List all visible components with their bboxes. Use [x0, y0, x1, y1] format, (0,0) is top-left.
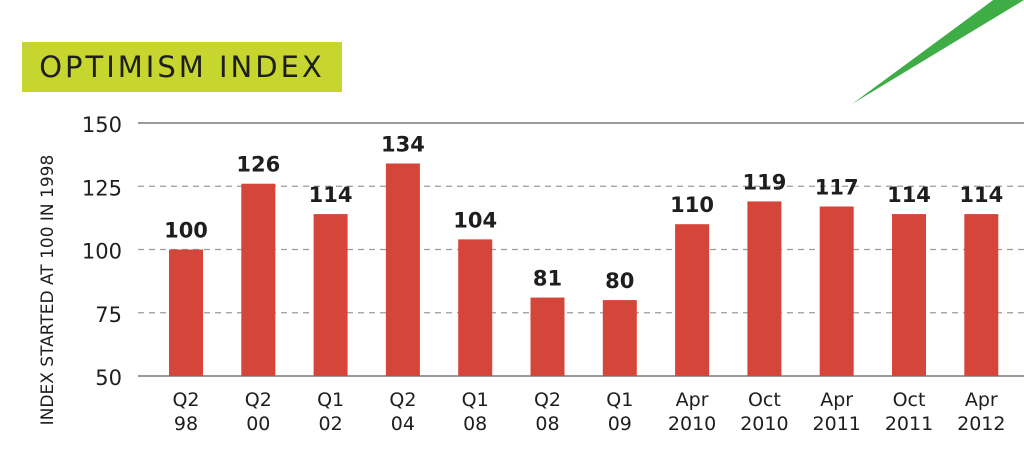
data-label: 104	[453, 208, 497, 232]
bar	[169, 249, 203, 376]
bar	[602, 300, 637, 376]
x-tick-label: Q1	[606, 389, 633, 411]
x-tick-label: Q2	[534, 389, 561, 411]
data-label: 119	[742, 170, 786, 194]
x-tick-label: 04	[391, 413, 415, 435]
x-tick-label: Oct	[893, 389, 926, 411]
data-label: 114	[959, 183, 1003, 207]
bar	[892, 214, 926, 376]
chart-title-badge: OPTIMISM INDEX	[22, 42, 342, 92]
data-label: 114	[309, 183, 353, 207]
x-tick-label: 08	[535, 413, 559, 435]
bar	[385, 163, 420, 376]
bar	[313, 214, 348, 376]
x-tick-label: Q1	[317, 389, 344, 411]
x-tick-label: Apr	[965, 389, 998, 411]
chart-title: OPTIMISM INDEX	[39, 50, 325, 84]
y-tick-label: 75	[95, 303, 122, 327]
x-tick-label: 09	[608, 413, 632, 435]
x-tick-label: Q2	[389, 389, 416, 411]
data-label: 110	[670, 193, 714, 217]
bar	[241, 183, 276, 376]
x-tick-label: 2012	[957, 413, 1005, 435]
data-label: 81	[533, 267, 562, 291]
data-label: 100	[164, 219, 208, 243]
x-tick-label: Apr	[820, 389, 853, 411]
x-tick-label: Apr	[676, 389, 709, 411]
x-tick-label: Q1	[462, 389, 489, 411]
y-tick-label: 150	[82, 113, 122, 137]
x-tick-label: Q2	[245, 389, 272, 411]
data-label: 80	[605, 269, 634, 293]
x-tick-label: 00	[246, 413, 270, 435]
y-tick-label: 50	[95, 366, 122, 390]
bar	[675, 224, 710, 376]
y-tick-label: 125	[82, 176, 122, 200]
x-tick-label: 2010	[740, 413, 788, 435]
bar	[530, 297, 565, 376]
x-tick-label: 2010	[668, 413, 716, 435]
bar	[964, 214, 999, 376]
x-tick-label: Oct	[748, 389, 781, 411]
bar	[458, 239, 493, 376]
x-tick-label: 2011	[885, 413, 933, 435]
x-tick-label: 2011	[813, 413, 861, 435]
x-tick-label: 98	[174, 413, 198, 435]
x-tick-label: 02	[319, 413, 343, 435]
bar	[819, 206, 854, 376]
bar	[747, 201, 782, 376]
x-tick-label: Q2	[172, 389, 199, 411]
y-tick-label: 100	[82, 240, 122, 264]
x-tick-label: 08	[463, 413, 487, 435]
data-label: 114	[887, 183, 931, 207]
data-label: 126	[236, 153, 280, 177]
data-label: 134	[381, 132, 425, 156]
data-label: 117	[815, 175, 859, 199]
